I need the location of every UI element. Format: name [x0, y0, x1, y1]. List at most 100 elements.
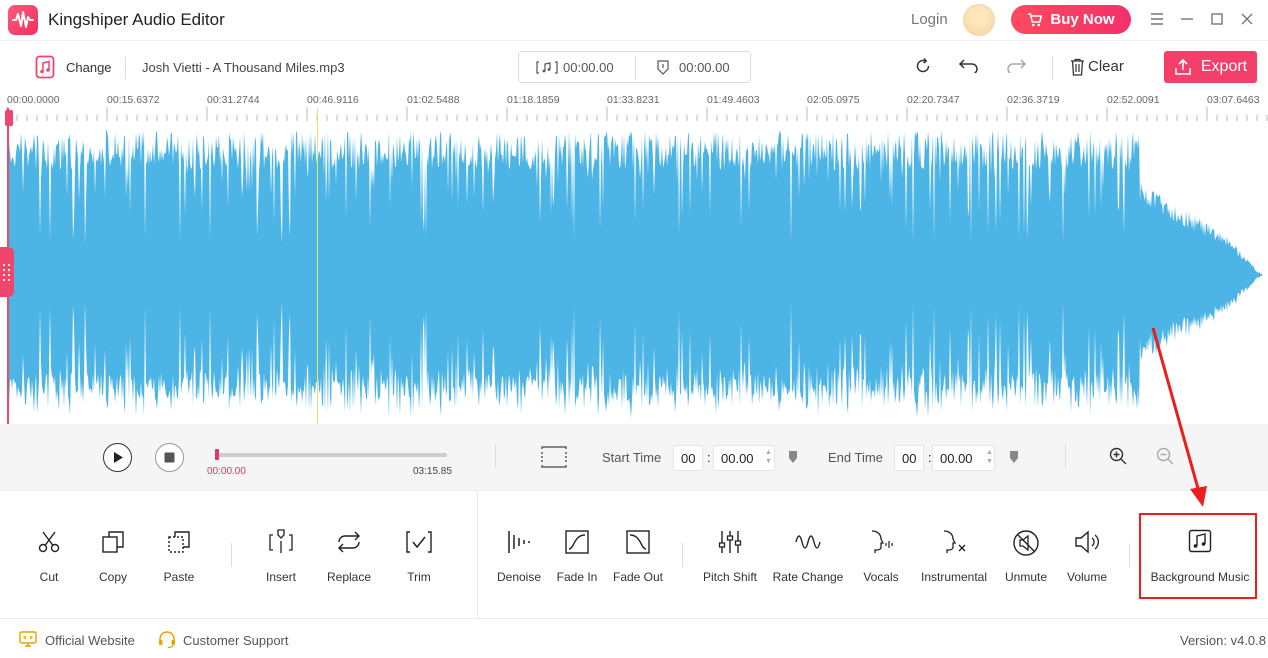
fade-out-icon [626, 530, 650, 554]
file-name: Josh Vietti - A Thousand Miles.mp3 [142, 60, 345, 75]
trim-label: Trim [407, 570, 431, 584]
cart-icon [1028, 12, 1043, 26]
copy-tool[interactable]: Copy [83, 491, 143, 619]
denoise-label: Denoise [496, 570, 542, 584]
zoom-out-icon[interactable] [1156, 447, 1174, 465]
scissors-icon [38, 531, 60, 553]
divider [1065, 444, 1066, 468]
official-website-link[interactable]: Official Website [45, 633, 135, 648]
unmute-label: Unmute [1004, 570, 1048, 584]
customer-support-link[interactable]: Customer Support [183, 633, 289, 648]
refresh-icon[interactable] [914, 57, 932, 75]
ruler-tick-label: 01:02.5488 [407, 94, 460, 106]
position-line [317, 108, 318, 424]
start-marker-icon[interactable] [788, 450, 798, 464]
ruler-tick-label: 02:36.3719 [1007, 94, 1060, 106]
ruler-tick-label: 02:20.7347 [907, 94, 960, 106]
instrumental-label: Instrumental [920, 570, 988, 584]
stop-button[interactable] [155, 443, 184, 472]
mute-icon [1013, 530, 1039, 556]
ruler-tick-label: 01:18.1859 [507, 94, 560, 106]
buy-now-button[interactable]: Buy Now [1011, 5, 1131, 34]
trim-icon [406, 531, 432, 553]
divider [125, 57, 126, 79]
ruler-tick-label: 00:31.2744 [207, 94, 260, 106]
maximize-icon[interactable] [1208, 10, 1226, 28]
zoom-in-icon[interactable] [1109, 447, 1127, 465]
undo-icon[interactable] [958, 57, 980, 73]
wave-icon [795, 535, 821, 549]
vocals-icon [871, 530, 893, 553]
fade-in-tool[interactable]: Fade In [547, 491, 607, 619]
rate-change-tool[interactable]: Rate Change [773, 491, 843, 619]
ruler-tick-label: 00:15.6372 [107, 94, 160, 106]
fade-out-label: Fade Out [612, 570, 664, 584]
waveform[interactable] [0, 126, 1268, 424]
end-min-input[interactable]: 00 [894, 445, 924, 471]
start-min-input[interactable]: 00 [673, 445, 703, 471]
divider [495, 444, 496, 468]
pitch-shift-label: Pitch Shift [702, 570, 758, 584]
background-music-tool[interactable]: Background Music [1150, 491, 1250, 619]
vocals-tool[interactable]: Vocals [851, 491, 911, 619]
export-label: Export [1200, 58, 1248, 75]
selection-end-time: 00:00.00 [679, 60, 730, 75]
clear-button[interactable]: Clear [1088, 58, 1124, 75]
instrumental-icon [943, 530, 966, 553]
replace-tool[interactable]: Replace [319, 491, 379, 619]
volume-icon [1075, 530, 1099, 554]
app-title: Kingshiper Audio Editor [48, 10, 225, 29]
menu-icon[interactable] [1148, 10, 1166, 28]
waveform-shape [7, 130, 1260, 419]
selection-handle[interactable] [0, 247, 14, 297]
export-button[interactable]: Export [1164, 51, 1257, 83]
volume-tool[interactable]: Volume [1057, 491, 1117, 619]
play-button[interactable] [103, 443, 132, 472]
start-sec-input[interactable]: 00.00 [713, 445, 775, 471]
export-icon [1175, 58, 1191, 75]
progress-track[interactable] [215, 453, 447, 457]
ruler-tick-label: 02:05.0975 [807, 94, 860, 106]
instrumental-tool[interactable]: Instrumental [920, 491, 988, 619]
total-time: 03:15.85 [413, 466, 452, 477]
denoise-tool[interactable]: Denoise [489, 491, 549, 619]
paste-label: Paste [163, 570, 195, 584]
avatar[interactable] [963, 4, 995, 36]
select-range-icon[interactable] [541, 446, 567, 468]
end-marker-icon[interactable] [1009, 450, 1019, 464]
paste-tool[interactable]: Paste [149, 491, 209, 619]
minimize-icon[interactable] [1178, 10, 1196, 28]
close-icon[interactable] [1238, 10, 1256, 28]
insert-tool[interactable]: Insert [251, 491, 311, 619]
playhead-handle[interactable] [5, 110, 13, 126]
music-note-icon [1188, 529, 1212, 553]
effects-toolbar: Cut Copy Paste Insert Replace Trim Denoi… [0, 490, 1268, 619]
divider [1129, 543, 1130, 567]
fade-out-tool[interactable]: Fade Out [608, 491, 668, 619]
redo-icon[interactable] [1005, 57, 1027, 73]
stop-icon [164, 452, 175, 463]
waveform-area[interactable] [0, 126, 1268, 424]
cut-label: Cut [39, 570, 59, 584]
pitch-shift-tool[interactable]: Pitch Shift [700, 491, 760, 619]
insert-label: Insert [265, 570, 297, 584]
end-sec-input[interactable]: 00.00 [932, 445, 995, 471]
cut-tool[interactable]: Cut [19, 491, 79, 619]
timeline-ruler[interactable]: 00:00.0000 00:15.6372 00:31.2744 00:46.9116… [0, 93, 1268, 126]
end-spinner[interactable]: ▲ ▼ [986, 449, 993, 465]
progress-knob[interactable] [215, 449, 219, 460]
start-time-label: Start Time [602, 450, 662, 465]
trim-tool[interactable]: Trim [389, 491, 449, 619]
start-spinner[interactable]: ▲ ▼ [765, 449, 772, 465]
trash-icon[interactable] [1070, 58, 1085, 76]
change-button[interactable]: Change [66, 60, 112, 75]
login-link[interactable]: Login [911, 11, 948, 28]
unmute-tool[interactable]: Unmute [996, 491, 1056, 619]
divider [231, 543, 232, 567]
duration-icon [657, 60, 669, 75]
music-file-icon[interactable] [35, 55, 55, 79]
version-label: Version: v4.0.8 [1180, 633, 1266, 648]
replace-label: Replace [326, 570, 372, 584]
app-logo [8, 5, 38, 35]
current-time: 00:00.00 [207, 466, 246, 477]
